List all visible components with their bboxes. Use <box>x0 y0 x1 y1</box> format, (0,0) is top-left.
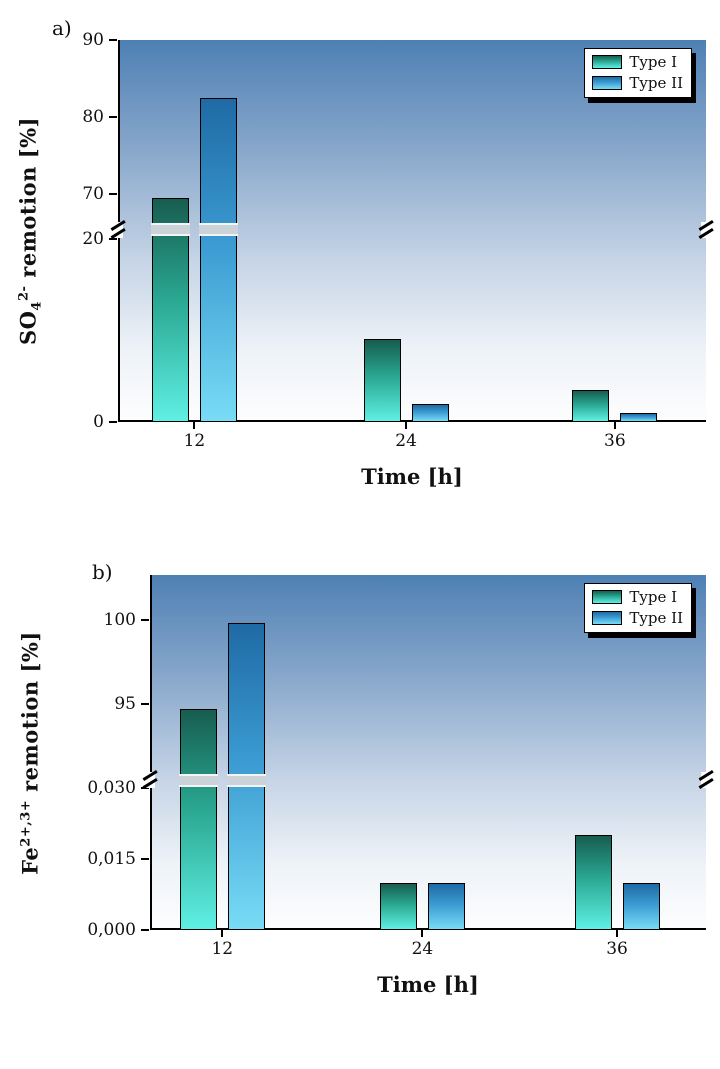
y-tick-mark <box>141 702 149 705</box>
bar-type-ii <box>427 882 465 930</box>
x-tick-label: 12 <box>183 431 206 451</box>
chart-panel-a: a) SO42- remotion [%] Time [h] Type I Typ… <box>0 0 720 530</box>
bar-type-ii <box>411 403 449 422</box>
x-tick-label: 36 <box>606 939 628 959</box>
bar-type-ii <box>622 882 660 930</box>
bar-type-i <box>363 339 401 422</box>
x-tick-mark <box>421 930 424 937</box>
y-tick-mark <box>109 39 117 41</box>
y-tick-label: 0,030 <box>87 778 136 798</box>
axis-break-band <box>226 773 266 787</box>
y-axis-title-sub: 4 <box>29 301 45 311</box>
axis-break-gap <box>113 221 123 238</box>
x-axis-title: Time [h] <box>377 972 479 997</box>
panel-label-a: a) <box>52 16 72 40</box>
y-tick-mark <box>109 115 117 118</box>
y-tick-label: 0,015 <box>87 849 136 869</box>
y-tick-mark <box>141 858 149 860</box>
y-tick-label: 20 <box>82 228 104 249</box>
y-axis-title-sup: 2- <box>16 285 32 301</box>
x-tick-mark <box>221 930 224 937</box>
x-tick-mark <box>616 930 619 937</box>
legend-swatch <box>592 76 623 90</box>
legend-label: Type II <box>629 609 683 627</box>
axis-break-band <box>150 223 190 237</box>
legend-label: Type I <box>629 53 678 71</box>
bar-type-i <box>574 835 612 930</box>
y-tick-label: 95 <box>114 693 136 714</box>
axis-break-band <box>198 223 238 237</box>
y-tick-mark <box>141 619 149 622</box>
legend-row: Type II <box>592 74 683 92</box>
bar-type-ii <box>620 412 658 422</box>
x-tick-mark <box>193 422 196 429</box>
x-axis-title: Time [h] <box>361 464 463 489</box>
y-axis-title-sup: 2+,3+ <box>18 799 34 847</box>
y-tick-label: 70 <box>82 183 104 204</box>
y-tick-label: 100 <box>103 610 136 631</box>
x-tick-label: 24 <box>395 431 417 451</box>
bar-type-i <box>572 389 610 422</box>
y-tick-mark <box>141 929 149 931</box>
y-tick-label: 0 <box>93 412 104 432</box>
legend-label: Type I <box>629 588 678 606</box>
legend-row: Type II <box>592 609 683 627</box>
bar-type-i <box>179 708 217 930</box>
x-tick-label: 36 <box>604 431 626 451</box>
x-tick-label: 24 <box>411 939 434 959</box>
axis-break-gap <box>701 221 711 238</box>
x-tick-mark <box>613 422 616 429</box>
y-tick-mark <box>109 192 117 195</box>
legend-swatch <box>592 611 623 625</box>
y-axis-title-base: SO <box>15 310 41 346</box>
legend-swatch <box>592 590 623 604</box>
y-axis-title-rest: remotion [%] <box>17 630 43 800</box>
axis-break-band <box>178 773 218 787</box>
legend-row: Type I <box>592 53 683 71</box>
y-axis-title: Fe2+,3+ remotion [%] <box>17 631 46 875</box>
legend: Type I Type II <box>584 48 692 98</box>
x-tick-mark <box>405 422 408 429</box>
x-tick-label: 12 <box>211 939 234 959</box>
legend-swatch <box>592 55 623 69</box>
y-tick-label: 90 <box>82 30 104 50</box>
y-tick-mark <box>109 421 117 423</box>
legend: Type I Type II <box>584 583 692 633</box>
y-tick-label: 80 <box>82 106 104 127</box>
legend-label: Type II <box>629 74 683 92</box>
bar-type-i <box>379 882 417 930</box>
y-tick-label: 0,000 <box>87 920 136 940</box>
legend-row: Type I <box>592 588 683 606</box>
panel-label-b: b) <box>92 560 113 584</box>
bar-type-ii <box>199 97 237 422</box>
y-tick-mark <box>109 237 117 240</box>
